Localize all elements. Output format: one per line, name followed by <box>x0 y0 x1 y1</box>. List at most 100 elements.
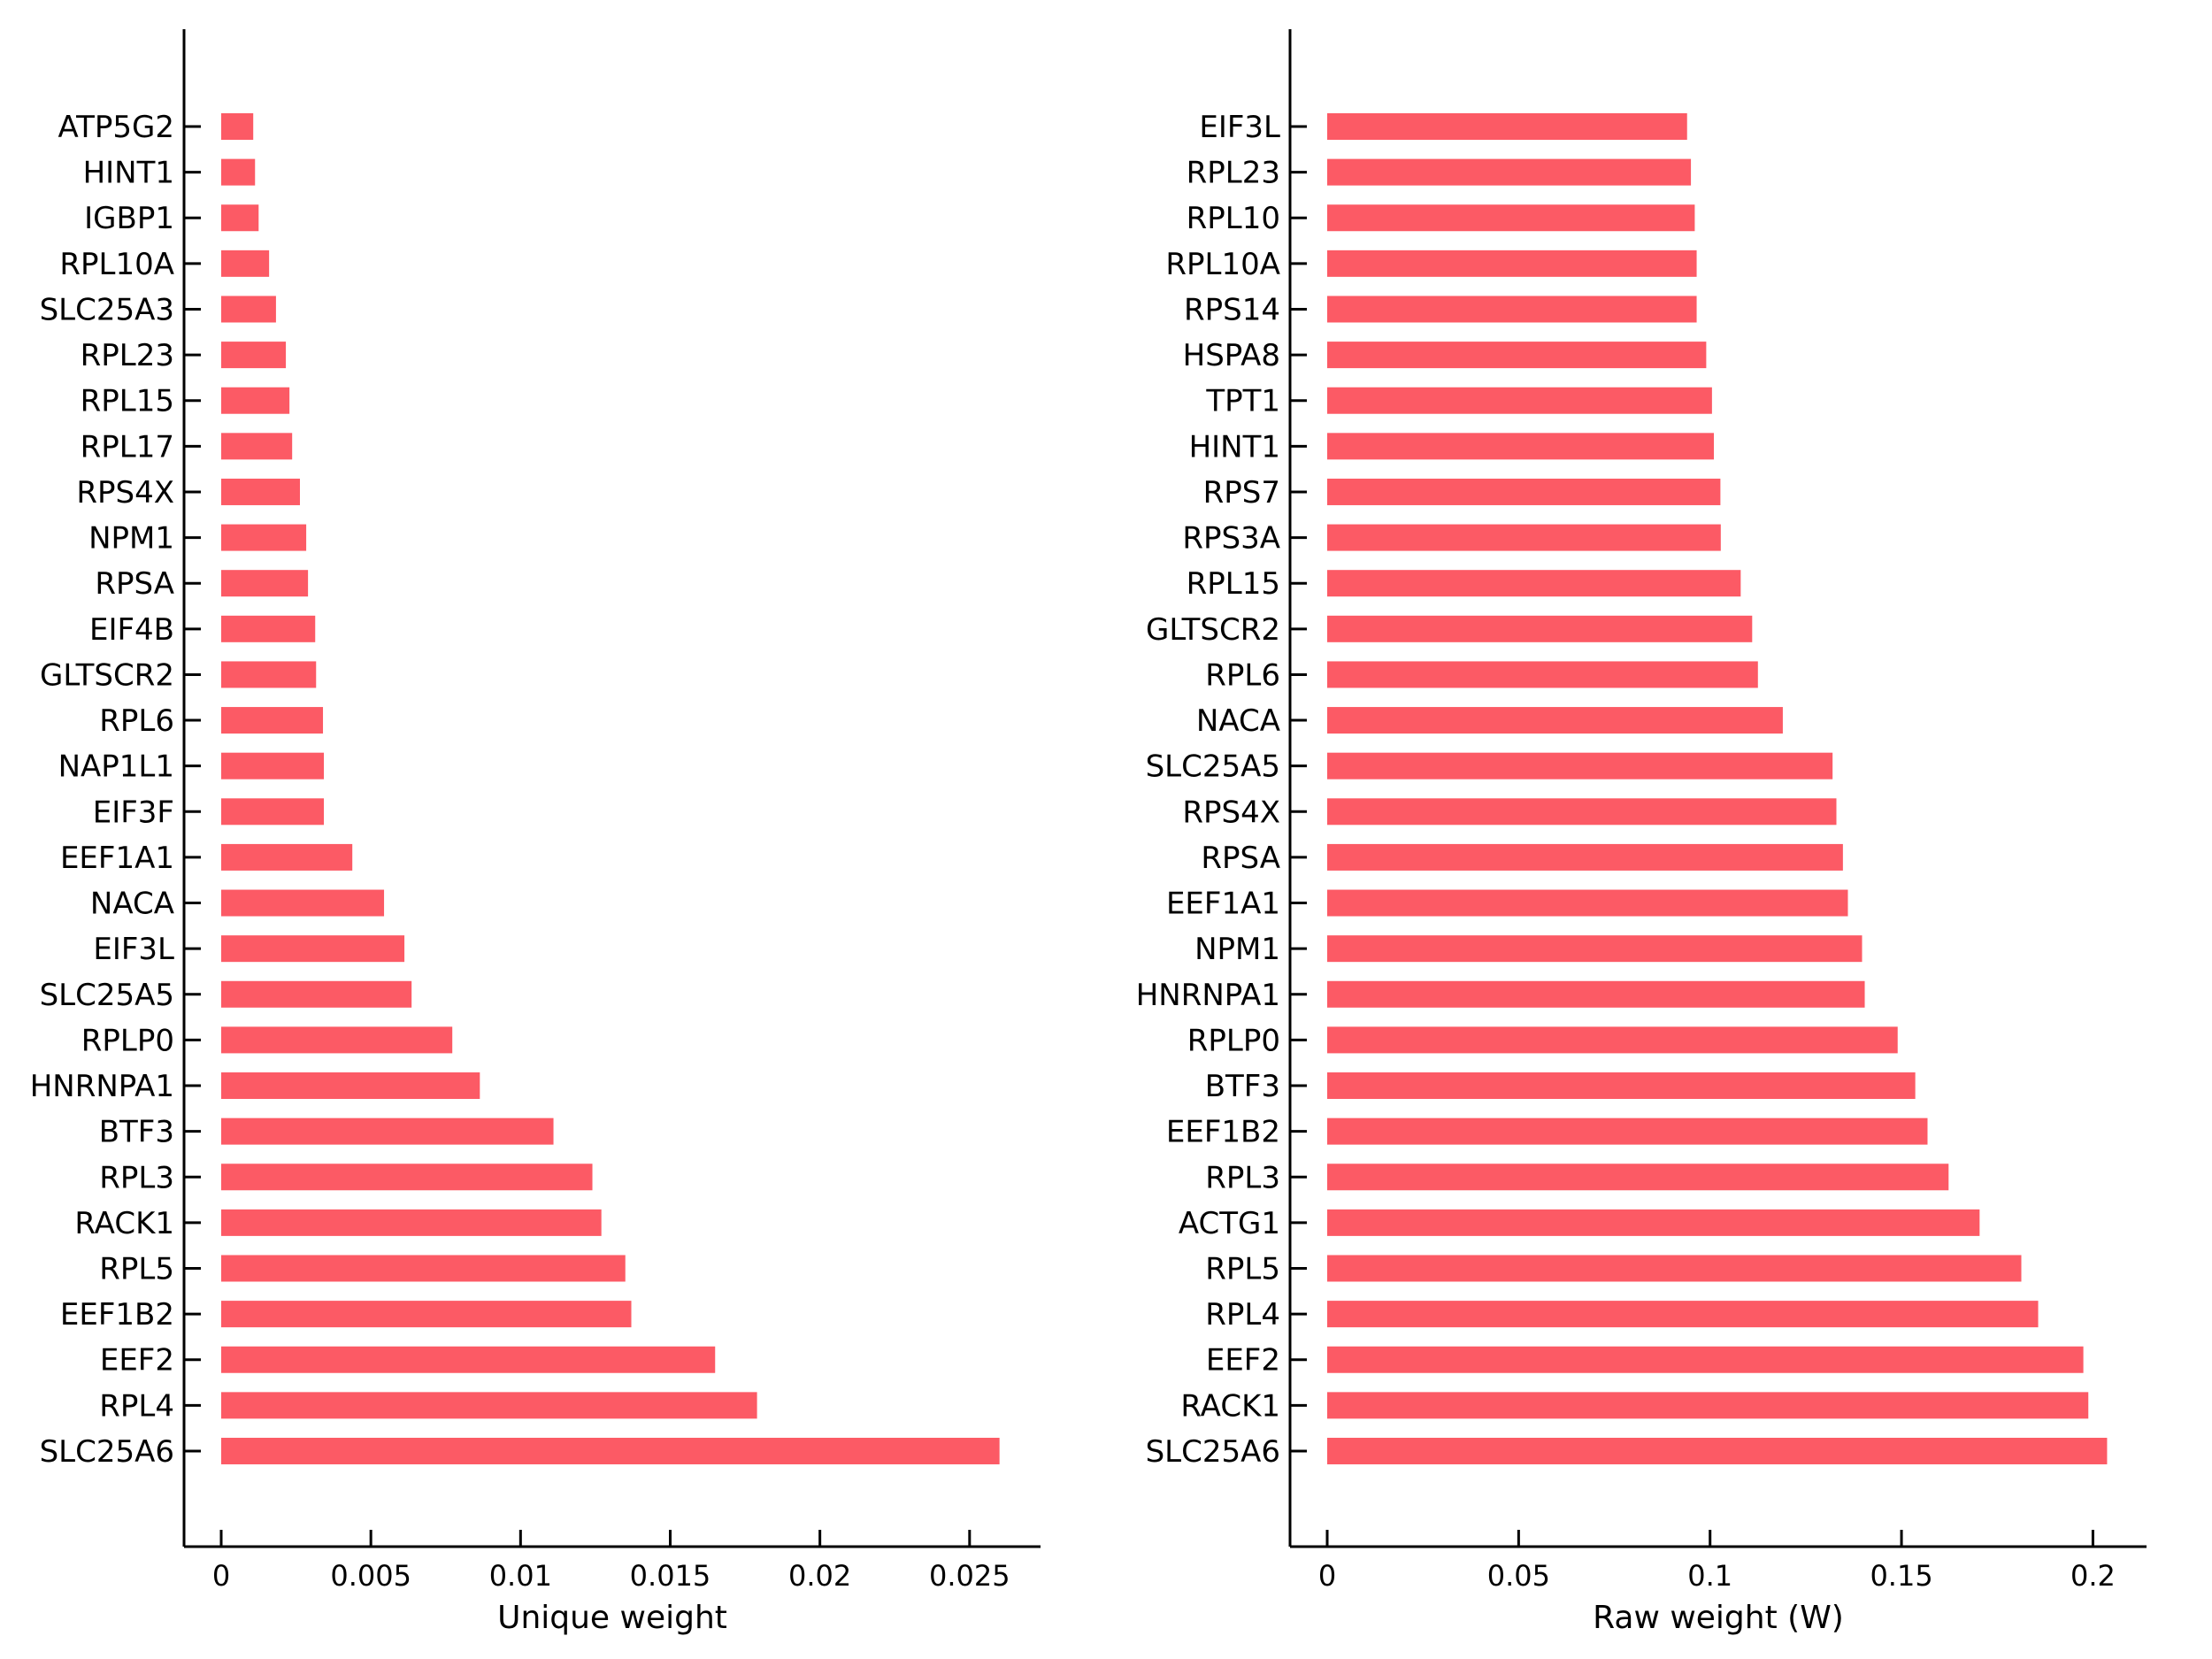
bar-gltscr2 <box>1327 615 1753 642</box>
bar-rpl10a <box>221 250 270 277</box>
category-label-rps4x: RPS4X <box>76 475 174 511</box>
bar-nap1l1 <box>221 752 325 780</box>
bar-eef1a1 <box>1327 889 1848 917</box>
raw-weight-bar-chart: 0 0.05 0.1 0.15 0.2 EIF3L RPL23 RPL10 RPL10A RPS1… <box>1136 29 2147 1636</box>
unique-weight-bar-chart: 0 0.005 0.01 0.015 0.02 0.025 ATP5G2 HINT1 IGBP1… <box>30 29 1041 1636</box>
category-label-atp5g2: ATP5G2 <box>58 110 174 145</box>
category-label-btf3: BTF3 <box>1205 1069 1280 1104</box>
category-label-btf3: BTF3 <box>99 1115 174 1150</box>
bar-rps4x <box>221 478 300 505</box>
bar-rpl4 <box>1327 1301 2039 1328</box>
category-label-eif3l: EIF3L <box>93 932 174 967</box>
category-label-eif3l: EIF3L <box>1199 110 1280 145</box>
category-label-hnrnpa1: HNRNPA1 <box>30 1069 174 1104</box>
bar-btf3 <box>1327 1072 1916 1100</box>
bar-rpl3 <box>221 1164 593 1191</box>
category-label-rpl23: RPL23 <box>81 338 174 373</box>
category-label-gltscr2: GLTSCR2 <box>1146 612 1280 648</box>
bar-hspa8 <box>1327 342 1707 369</box>
bar-eef1b2 <box>1327 1118 1928 1145</box>
category-label-rps3a: RPS3A <box>1182 521 1280 557</box>
category-label-eif3f: EIF3F <box>93 795 174 830</box>
bar-rpl15 <box>221 387 290 414</box>
bar-eif3l <box>1327 113 1687 140</box>
bar-rpl23 <box>221 342 287 369</box>
category-label-rpl17: RPL17 <box>81 429 174 465</box>
bar-rpsa <box>221 570 309 597</box>
bar-slc25a3 <box>221 296 276 323</box>
category-label-rpl5: RPL5 <box>1205 1252 1280 1287</box>
x-tick-label: 0.015 <box>630 1559 711 1593</box>
category-label-gltscr2: GLTSCR2 <box>40 657 174 693</box>
bar-igbp1 <box>221 204 259 232</box>
bar-rps7 <box>1327 478 1721 505</box>
category-label-rpl15: RPL15 <box>1187 566 1280 602</box>
category-label-slc25a5: SLC25A5 <box>1146 749 1280 785</box>
x-tick-label: 0.05 <box>1487 1559 1550 1593</box>
category-label-hnrnpa1: HNRNPA1 <box>1136 978 1280 1013</box>
bar-rpl5 <box>221 1255 626 1282</box>
category-label-eef1a1: EEF1A1 <box>1166 887 1280 922</box>
x-axis-title: Raw weight (W) <box>1593 1600 1844 1636</box>
category-label-slc25a5: SLC25A5 <box>40 978 174 1013</box>
category-label-rpl10: RPL10 <box>1187 201 1280 236</box>
bar-hnrnpa1 <box>221 1072 480 1100</box>
category-label-rpl15: RPL15 <box>81 384 174 419</box>
category-label-tpt1: TPT1 <box>1205 384 1280 419</box>
x-tick-label: 0.2 <box>2070 1559 2116 1593</box>
bar-rpl5 <box>1327 1255 2022 1282</box>
bar-eef2 <box>221 1346 716 1373</box>
bar-hint1 <box>1327 433 1715 460</box>
bar-eef1b2 <box>221 1301 632 1328</box>
bar-rpl10 <box>1327 204 1695 232</box>
bar-rps3a <box>1327 524 1721 551</box>
x-tick-label: 0.15 <box>1870 1559 1932 1593</box>
x-axis-title: Unique weight <box>497 1600 727 1636</box>
category-label-rpl23: RPL23 <box>1187 156 1280 191</box>
category-label-rps4x: RPS4X <box>1182 795 1280 830</box>
bar-eef2 <box>1327 1346 2084 1373</box>
bar-rpl23 <box>1327 158 1692 186</box>
x-tick-label: 0.025 <box>929 1559 1010 1593</box>
bar-actg1 <box>1327 1209 1980 1236</box>
category-label-actg1: ACTG1 <box>1179 1206 1280 1241</box>
bar-eif3f <box>221 798 325 826</box>
category-label-rplp0: RPLP0 <box>81 1023 174 1058</box>
bar-hint1 <box>221 158 256 186</box>
bar-rpl3 <box>1327 1164 1949 1191</box>
category-label-slc25a6: SLC25A6 <box>40 1434 174 1470</box>
category-label-eef2: EEF2 <box>1206 1343 1280 1379</box>
bar-eef1a1 <box>221 843 353 871</box>
bar-slc25a5 <box>1327 752 1833 780</box>
category-label-rpl10a: RPL10A <box>59 247 174 282</box>
category-label-rpl6: RPL6 <box>99 703 174 739</box>
bar-eif3l <box>221 935 405 963</box>
bar-rps4x <box>1327 798 1837 826</box>
category-label-npm1: NPM1 <box>1194 932 1280 967</box>
category-label-rpl3: RPL3 <box>1205 1160 1280 1195</box>
category-label-naca: NACA <box>90 887 174 922</box>
category-label-rpl6: RPL6 <box>1205 657 1280 693</box>
bar-rpsa <box>1327 843 1843 871</box>
category-label-rpl4: RPL4 <box>1205 1297 1280 1333</box>
category-label-rpsa: RPSA <box>95 566 174 602</box>
bar-tpt1 <box>1327 387 1712 414</box>
category-label-eef1a1: EEF1A1 <box>60 841 174 876</box>
bar-npm1 <box>1327 935 1863 963</box>
bar-rpl17 <box>221 433 293 460</box>
category-label-eef2: EEF2 <box>100 1343 174 1379</box>
x-tick-label: 0.005 <box>330 1559 411 1593</box>
category-label-hint1: HINT1 <box>83 156 174 191</box>
bar-rpl6 <box>1327 661 1758 688</box>
category-label-rpl4: RPL4 <box>99 1388 174 1424</box>
x-tick-label: 0.02 <box>788 1559 851 1593</box>
bar-rps14 <box>1327 296 1697 323</box>
category-label-rplp0: RPLP0 <box>1187 1023 1280 1058</box>
category-label-rps14: RPS14 <box>1184 292 1280 327</box>
category-label-hspa8: HSPA8 <box>1183 338 1280 373</box>
bar-rpl6 <box>221 707 324 734</box>
bar-slc25a6 <box>1327 1437 2108 1464</box>
bar-rack1 <box>1327 1392 2089 1419</box>
category-label-eif4b: EIF4B <box>89 612 174 648</box>
x-tick-label: 0 <box>1318 1559 1336 1593</box>
